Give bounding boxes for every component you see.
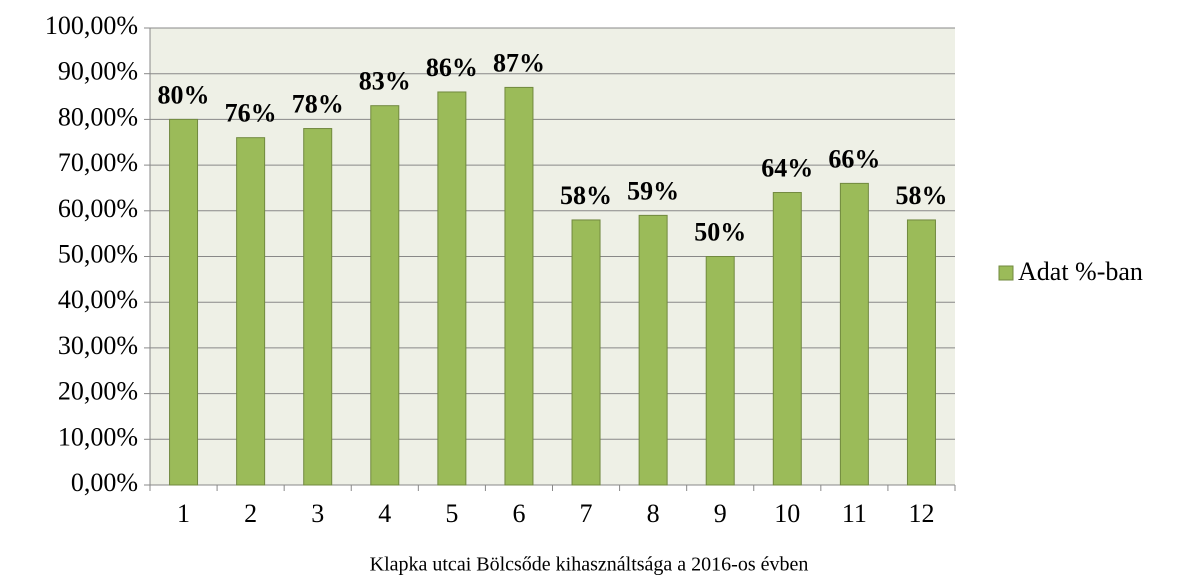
data-label: 64% [761, 153, 813, 182]
y-tick-label: 50,00% [58, 239, 138, 268]
x-tick-label: 7 [580, 499, 593, 528]
y-tick-label: 30,00% [58, 331, 138, 360]
y-tick-label: 20,00% [58, 377, 138, 406]
bar [571, 219, 601, 486]
bar [839, 182, 869, 486]
y-tick-label: 40,00% [58, 285, 138, 314]
bar [906, 219, 936, 486]
data-label: 58% [895, 181, 947, 210]
chart-caption: Klapka utcai Bölcsőde kihasználtsága a 2… [370, 554, 809, 576]
y-tick-label: 100,00% [45, 11, 138, 40]
y-tick-label: 10,00% [58, 422, 138, 451]
data-label: 76% [225, 99, 277, 128]
x-tick-label: 6 [512, 499, 525, 528]
data-label: 80% [158, 80, 210, 109]
legend-swatch [998, 265, 1014, 281]
x-tick-label: 1 [177, 499, 190, 528]
y-tick-label: 60,00% [58, 194, 138, 223]
x-tick-label: 5 [445, 499, 458, 528]
x-tick-label: 8 [647, 499, 660, 528]
data-label: 86% [426, 53, 478, 82]
bar [772, 192, 802, 486]
bar [370, 105, 400, 486]
data-label: 83% [359, 67, 411, 96]
data-label: 87% [493, 48, 545, 77]
x-tick-label: 9 [714, 499, 727, 528]
bar [303, 128, 333, 486]
data-label: 58% [560, 181, 612, 210]
y-tick-label: 90,00% [58, 57, 138, 86]
x-tick-label: 10 [774, 499, 800, 528]
x-tick-label: 3 [311, 499, 324, 528]
data-label: 50% [694, 217, 746, 246]
bar [705, 256, 735, 486]
bar [169, 118, 199, 486]
x-tick-label: 12 [908, 499, 934, 528]
y-tick-label: 80,00% [58, 102, 138, 131]
x-tick-label: 2 [244, 499, 257, 528]
y-tick-label: 70,00% [58, 148, 138, 177]
bar [236, 137, 266, 486]
legend-label: Adat %-ban [1018, 257, 1143, 286]
bar [638, 214, 668, 486]
y-tick-label: 0,00% [71, 468, 138, 497]
data-label: 78% [292, 90, 344, 119]
bar [437, 91, 467, 486]
data-label: 66% [828, 144, 880, 173]
data-label: 59% [627, 176, 679, 205]
x-tick-label: 11 [842, 499, 867, 528]
bar [504, 86, 534, 486]
x-tick-label: 4 [378, 499, 391, 528]
